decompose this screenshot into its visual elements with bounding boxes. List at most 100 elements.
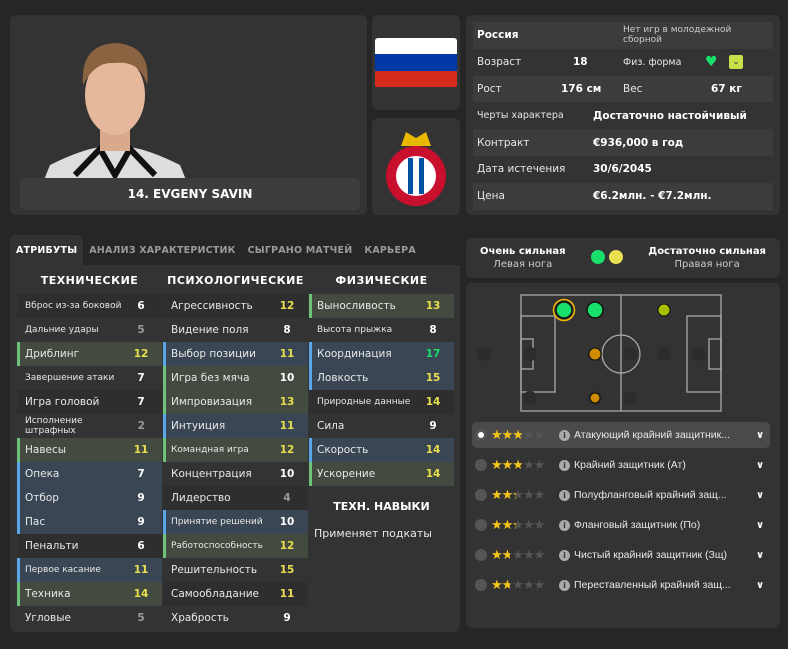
attribute-name: Концентрация	[171, 468, 252, 480]
chevron-down-icon[interactable]: ∨	[755, 519, 765, 531]
tab-analysis[interactable]: АНАЛИЗ ХАРАКТЕРИСТИК	[89, 244, 236, 256]
info-icon[interactable]: i	[559, 489, 570, 501]
position-slot-empty	[692, 347, 706, 361]
chevron-down-icon[interactable]: ∨	[755, 489, 765, 501]
role-row[interactable]: ★★★★★★★★★★ i Крайний защитник (Ат) ∨	[472, 452, 770, 478]
star-rating: ★★★★★★★★★★	[491, 427, 545, 443]
skills-header: ТЕХН. НАВЫКИ	[333, 500, 430, 513]
attribute-row[interactable]: Координация 17	[309, 342, 454, 366]
info-icon[interactable]: i	[559, 549, 570, 561]
attribute-value: 6	[137, 540, 145, 552]
role-row[interactable]: ★★★★★★★★★★ i Полуфланговый крайний защ..…	[472, 482, 770, 508]
attribute-value: 13	[425, 300, 441, 312]
role-row[interactable]: ★★★★★★★★★★ i Атакующий крайний защитник.…	[472, 422, 770, 448]
role-radio[interactable]	[475, 459, 487, 471]
attribute-value: 13	[279, 396, 295, 408]
attribute-name: Отбор	[25, 492, 59, 504]
attribute-name: Сила	[317, 420, 345, 432]
attribute-value: 12	[279, 540, 295, 552]
attribute-row[interactable]: Отбор 9	[17, 486, 162, 510]
role-radio[interactable]	[475, 549, 487, 561]
attribute-name: Навесы	[25, 444, 67, 456]
attribute-row[interactable]: Видение поля 8	[163, 318, 308, 342]
chevron-down-icon[interactable]: ∨	[755, 579, 765, 591]
attribute-row[interactable]: Дриблинг 12	[17, 342, 162, 366]
info-icon[interactable]: i	[559, 459, 570, 471]
role-radio[interactable]	[475, 489, 487, 501]
youth-caps: Нет игр в молодежной сборной	[623, 25, 732, 46]
attribute-row[interactable]: Вброс из-за боковой 6	[17, 294, 162, 318]
player-info-panel: Россия Нет игр в молодежной сборной Возра…	[466, 15, 780, 215]
attribute-row[interactable]: Агрессивность 12	[163, 294, 308, 318]
contract-label: Контракт	[477, 136, 530, 149]
chevron-down-icon[interactable]: ∨	[755, 459, 765, 471]
age: 18	[573, 56, 588, 69]
attribute-row[interactable]: Самообладание 11	[163, 582, 308, 606]
attribute-name: Первое касание	[25, 565, 101, 575]
role-radio[interactable]	[475, 579, 487, 591]
attribute-row[interactable]: Интуиция 11	[163, 414, 308, 438]
attribute-name: Принятие решений	[171, 517, 263, 527]
physical-header: ФИЗИЧЕСКИЕ	[335, 274, 428, 287]
star-rating: ★★★★★★★★★★	[491, 457, 545, 473]
attribute-name: Интуиция	[171, 420, 226, 432]
attribute-row[interactable]: Скорость 14	[309, 438, 454, 462]
role-label: Фланговый защитник (По)	[574, 519, 701, 531]
technical-header: ТЕХНИЧЕСКИЕ	[40, 274, 139, 287]
attribute-row[interactable]: Решительность 15	[163, 558, 308, 582]
attribute-row[interactable]: Выбор позиции 11	[163, 342, 308, 366]
attribute-row[interactable]: Игра без мяча 10	[163, 366, 308, 390]
attribute-row[interactable]: Принятие решений 10	[163, 510, 308, 534]
attribute-row[interactable]: Угловые 5	[17, 606, 162, 630]
attribute-row[interactable]: Выносливость 13	[309, 294, 454, 318]
attribute-row[interactable]: Импровизация 13	[163, 390, 308, 414]
attribute-row[interactable]: Лидерство 4	[163, 486, 308, 510]
attribute-value: 11	[279, 588, 295, 600]
attribute-row[interactable]: Навесы 11	[17, 438, 162, 462]
info-icon[interactable]: i	[559, 519, 570, 531]
right-foot-label: Правая нога	[674, 259, 740, 270]
role-row[interactable]: ★★★★★★★★★★ i Фланговый защитник (По) ∨	[472, 512, 770, 538]
attribute-row[interactable]: Ловкость 15	[309, 366, 454, 390]
attribute-row[interactable]: Исполнение штрафных 2	[17, 414, 162, 438]
star-rating: ★★★★★★★★★★	[491, 577, 545, 593]
attribute-row[interactable]: Храбрость 9	[163, 606, 308, 630]
chevron-down-icon[interactable]: ∨	[755, 549, 765, 561]
attribute-row[interactable]: Работоспособность 12	[163, 534, 308, 558]
right-foot-level: Достаточно сильная	[648, 246, 766, 257]
attribute-value: 12	[279, 444, 295, 456]
attribute-name: Ускорение	[317, 468, 376, 480]
club-badge-card[interactable]	[372, 118, 460, 215]
nation: Россия	[477, 29, 519, 42]
attribute-row[interactable]: Сила 9	[309, 414, 454, 438]
tab-career[interactable]: КАРЬЕРА	[364, 244, 416, 256]
attribute-name: Завершение атаки	[25, 373, 115, 383]
tab-matches[interactable]: СЫГРАНО МАТЧЕЙ	[247, 244, 353, 256]
role-label: Полуфланговый крайний защ...	[574, 489, 727, 501]
attribute-row[interactable]: Дальние удары 5	[17, 318, 162, 342]
role-row[interactable]: ★★★★★★★★★★ i Переставленный крайний защ.…	[472, 572, 770, 598]
expiry: 30/6/2045	[593, 163, 652, 176]
attribute-row[interactable]: Первое касание 11	[17, 558, 162, 582]
attribute-row[interactable]: Ускорение 14	[309, 462, 454, 486]
attribute-value: 5	[137, 324, 145, 336]
chevron-down-icon[interactable]: ∨	[755, 429, 765, 441]
position-slot-empty	[657, 347, 671, 361]
attribute-row[interactable]: Завершение атаки 7	[17, 366, 162, 390]
attribute-row[interactable]: Игра головой 7	[17, 390, 162, 414]
attribute-row[interactable]: Концентрация 10	[163, 462, 308, 486]
role-row[interactable]: ★★★★★★★★★★ i Чистый крайний защитник (Зщ…	[472, 542, 770, 568]
attribute-row[interactable]: Высота прыжка 8	[309, 318, 454, 342]
tab-attributes[interactable]: АТРИБУТЫ	[10, 235, 84, 265]
attribute-row[interactable]: Природные данные 14	[309, 390, 454, 414]
info-icon[interactable]: i	[559, 579, 570, 591]
attribute-row[interactable]: Пас 9	[17, 510, 162, 534]
role-radio[interactable]	[475, 429, 487, 441]
attribute-name: Исполнение штрафных	[25, 416, 83, 436]
info-icon[interactable]: i	[559, 429, 570, 441]
attribute-row[interactable]: Пенальти 6	[17, 534, 162, 558]
attribute-row[interactable]: Командная игра 12	[163, 438, 308, 462]
attribute-row[interactable]: Техника 14	[17, 582, 162, 606]
role-radio[interactable]	[475, 519, 487, 531]
attribute-row[interactable]: Опека 7	[17, 462, 162, 486]
